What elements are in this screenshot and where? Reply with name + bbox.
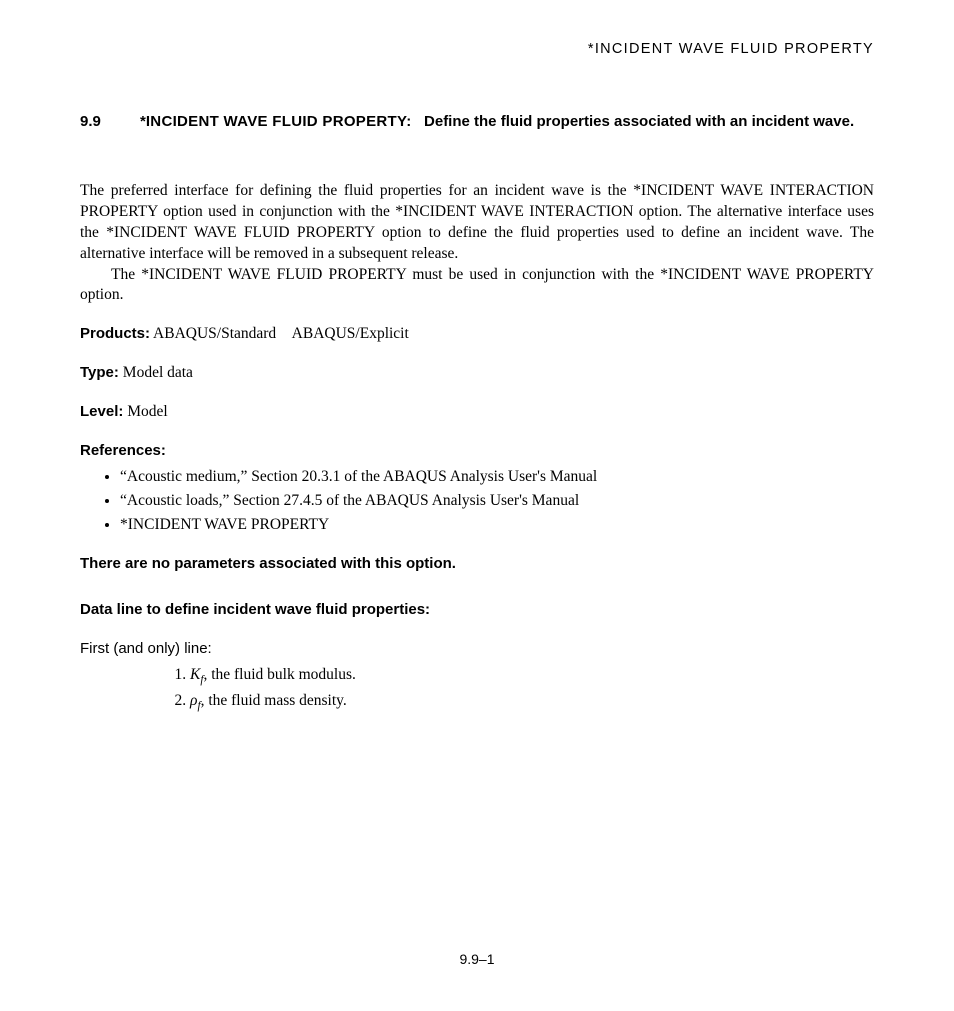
dataline-tail: , the fluid bulk modulus. [203,666,355,683]
section-keyword: INCIDENT WAVE FLUID PROPERTY: [146,113,412,130]
first-line-label: First (and only) line: [80,639,874,659]
products-value: ABAQUS/Standard ABAQUS/Explicit [153,325,409,342]
body-paragraph-2: The *INCIDENT WAVE FLUID PROPERTY must b… [80,265,874,307]
document-page: *INCIDENT WAVE FLUID PROPERTY 9.9 *INCID… [0,0,954,1011]
section-heading: 9.9 *INCIDENT WAVE FLUID PROPERTY: Defin… [80,110,874,133]
level-label: Level: [80,403,123,420]
symbol: K [190,666,200,683]
section-number: 9.9 [80,110,140,133]
no-parameters-note: There are no parameters associated with … [80,554,874,574]
dataline-item: ρf, the fluid mass density. [190,691,874,714]
page-number: 9.9–1 [0,950,954,969]
type-line: Type: Model data [80,363,874,384]
body-paragraph-1: The preferred interface for defining the… [80,181,874,265]
dataline-item: Kf, the fluid bulk modulus. [190,665,874,688]
type-label: Type: [80,364,119,381]
dataline-tail: , the fluid mass density. [201,692,347,709]
level-line: Level: Model [80,402,874,423]
references-list: “Acoustic medium,” Section 20.3.1 of the… [80,467,874,536]
reference-item: *INCIDENT WAVE PROPERTY [120,515,874,536]
level-value: Model [127,403,167,420]
reference-item: “Acoustic loads,” Section 27.4.5 of the … [120,491,874,512]
star-icon: * [588,41,595,57]
products-line: Products: ABAQUS/Standard ABAQUS/Explici… [80,324,874,345]
running-header: *INCIDENT WAVE FLUID PROPERTY [80,40,874,60]
products-label: Products: [80,325,150,342]
running-header-text: INCIDENT WAVE FLUID PROPERTY [595,41,874,57]
section-title: *INCIDENT WAVE FLUID PROPERTY: Define th… [140,110,874,133]
type-value: Model data [123,364,193,381]
section-title-tail: Define the fluid properties associated w… [424,113,854,130]
reference-item: “Acoustic medium,” Section 20.3.1 of the… [120,467,874,488]
dataline-heading: Data line to define incident wave fluid … [80,600,874,620]
dataline-list: Kf, the fluid bulk modulus. ρf, the flui… [80,665,874,714]
references-label: References: [80,441,874,461]
